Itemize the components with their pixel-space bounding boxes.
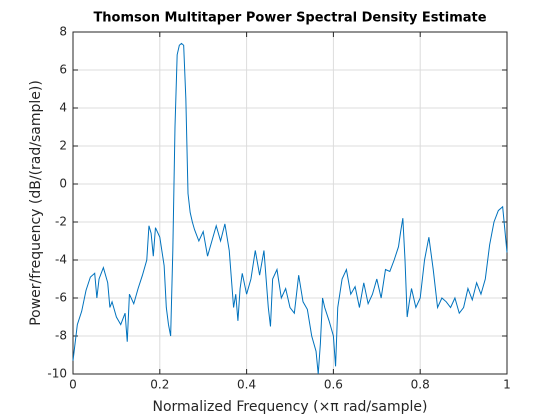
y-tick-label: -4 (55, 253, 67, 267)
x-tick-label: 0.8 (411, 378, 430, 392)
y-tick-label: -10 (47, 367, 67, 381)
x-tick-label: 0.6 (324, 378, 343, 392)
y-axis-label: Power/frequency (dB/(rad/sample)) (28, 80, 44, 326)
axes-box (72, 31, 508, 375)
y-tick-label: 8 (59, 25, 67, 39)
y-tick-label: -2 (55, 215, 67, 229)
psd-line (72, 42, 508, 375)
y-tick-label: -8 (55, 329, 67, 343)
y-tick-label: -6 (55, 291, 67, 305)
y-tick-label: 6 (59, 63, 67, 77)
x-tick-label: 0 (69, 378, 77, 392)
x-tick-label: 0.2 (150, 378, 169, 392)
x-tick-label: 0.4 (237, 378, 256, 392)
y-tick-label: 0 (59, 177, 67, 191)
y-tick-label: 2 (59, 139, 67, 153)
x-axis-label: Normalized Frequency (×π rad/sample) (153, 399, 428, 415)
chart-title: Thomson Multitaper Power Spectral Densit… (93, 11, 486, 26)
x-tick-label: 1 (503, 378, 511, 392)
y-tick-label: 4 (59, 101, 67, 115)
